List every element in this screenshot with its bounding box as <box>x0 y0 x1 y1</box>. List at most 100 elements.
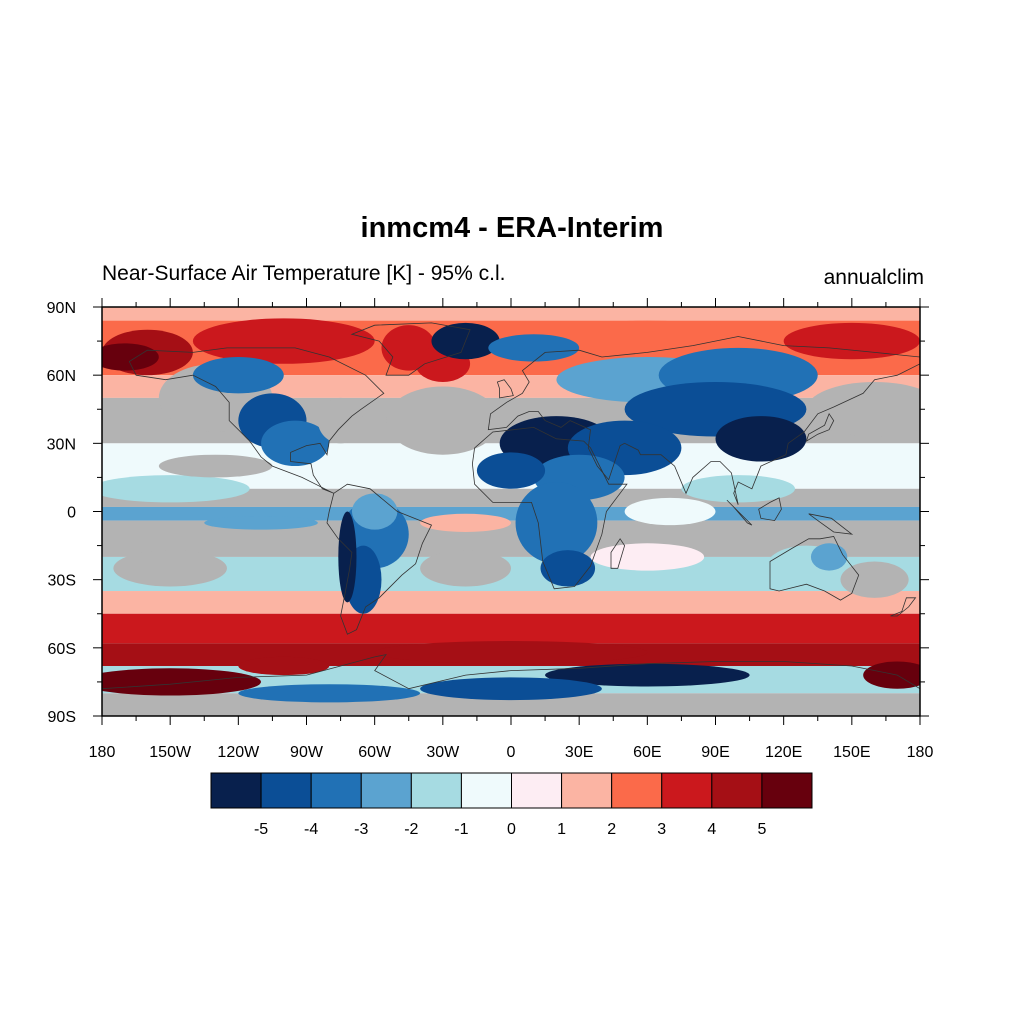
coastline <box>808 513 854 535</box>
lon-tick-label: 120E <box>765 744 802 761</box>
chart-title: inmcm4 - ERA-Interim <box>360 212 664 244</box>
colorbar-label: 1 <box>557 821 566 838</box>
lon-tick-label: 180 <box>907 744 934 761</box>
colorbar-label: 5 <box>757 821 766 838</box>
field-blob <box>810 543 848 571</box>
coastline <box>769 536 860 601</box>
coastline <box>726 499 753 526</box>
colorbar-swatch <box>410 772 462 809</box>
lat-tick-label: 90N <box>47 300 76 317</box>
field-band <box>102 506 920 521</box>
field-blob <box>238 684 421 703</box>
field-blob <box>386 386 500 455</box>
field-blob <box>317 397 364 444</box>
colorbar-label: 0 <box>507 821 516 838</box>
coastline <box>496 379 514 399</box>
coastline <box>102 654 920 716</box>
field-band <box>102 591 920 614</box>
coastline <box>610 538 626 569</box>
lon-tick-label: 0 <box>507 744 516 761</box>
colorbar-label: -1 <box>454 821 468 838</box>
field-blob <box>545 663 750 687</box>
anomaly-field <box>102 307 920 716</box>
field-blob <box>488 334 580 362</box>
axis-ticks: 90N 60N 30N 0 30S 60S 90S 180 150W 120W 90W 60W 30W 0… <box>47 298 934 761</box>
field-blob <box>158 454 273 478</box>
field-blob <box>515 481 598 564</box>
colorbar: -5 -4 -3 -2 -1 0 1 2 3 4 5 <box>210 772 813 838</box>
coastline <box>758 497 782 522</box>
colorbar-label: -2 <box>404 821 418 838</box>
colorbar-label: 3 <box>657 821 666 838</box>
lat-tick-label: 30S <box>48 573 76 590</box>
field-blob <box>540 550 596 587</box>
colorbar-swatch <box>460 772 512 809</box>
coastline <box>326 483 433 635</box>
field-blob <box>681 475 796 503</box>
coastline <box>890 597 917 617</box>
field-blob <box>238 656 330 676</box>
lon-tick-label: 150W <box>149 744 192 761</box>
lon-tick-label: 60W <box>358 744 392 761</box>
colorbar-label: -4 <box>304 821 318 838</box>
colorbar-swatch <box>511 772 563 809</box>
colorbar-swatch <box>260 772 312 809</box>
coastline <box>805 412 835 443</box>
lat-tick-label: 0 <box>67 505 76 522</box>
lat-tick-label: 90S <box>48 709 76 726</box>
field-blob <box>338 511 357 603</box>
coastline <box>471 426 628 590</box>
season-subtitle: annualclim <box>823 266 924 289</box>
field-blob <box>261 420 330 467</box>
colorbar-swatch <box>360 772 412 809</box>
colorbar-swatch <box>310 772 362 809</box>
coastline <box>350 322 471 376</box>
field-band <box>102 307 920 321</box>
lat-tick-label: 60S <box>48 641 76 658</box>
field-blob <box>420 677 602 701</box>
field-blob <box>476 452 546 489</box>
lon-tick-label: 30W <box>426 744 460 761</box>
coastline <box>487 336 920 505</box>
lat-tick-label: 60N <box>47 368 76 385</box>
colorbar-swatch <box>210 772 262 809</box>
lon-tick-label: 60E <box>633 744 661 761</box>
field-blob <box>863 661 920 689</box>
lon-tick-label: 120W <box>217 744 260 761</box>
lon-tick-label: 180 <box>89 744 116 761</box>
lon-tick-label: 150E <box>833 744 870 761</box>
field-blob <box>783 322 920 360</box>
colorbar-label: -3 <box>354 821 368 838</box>
field-blob <box>590 543 705 571</box>
colorbar-swatch <box>661 772 713 809</box>
coastline <box>128 347 385 494</box>
lon-tick-label: 30E <box>565 744 593 761</box>
field-blob <box>351 493 398 530</box>
field-band <box>102 613 920 644</box>
field-blob <box>840 561 909 598</box>
variable-subtitle: Near-Surface Air Temperature [K] - 95% c… <box>102 262 506 285</box>
colorbar-swatch <box>711 772 763 809</box>
colorbar-swatch <box>561 772 613 809</box>
colorbar-label: 4 <box>707 821 716 838</box>
coastlines <box>102 322 920 716</box>
colorbar-label: 2 <box>607 821 616 838</box>
lon-tick-label: 90E <box>701 744 729 761</box>
colorbar-label: -5 <box>254 821 268 838</box>
colorbar-swatch <box>761 772 813 809</box>
field-blob <box>192 356 284 394</box>
field-blob <box>420 513 511 532</box>
field-blob <box>806 381 920 437</box>
lat-tick-label: 30N <box>47 436 76 453</box>
field-blob <box>204 516 318 530</box>
field-blob <box>715 416 807 462</box>
field-blob <box>420 550 511 587</box>
colorbar-swatch <box>611 772 663 809</box>
field-blob <box>192 318 375 364</box>
field-blob <box>624 497 716 526</box>
field-blob <box>113 550 227 587</box>
field-blob <box>374 641 648 664</box>
lon-tick-label: 90W <box>290 744 324 761</box>
field-blob <box>556 320 739 348</box>
